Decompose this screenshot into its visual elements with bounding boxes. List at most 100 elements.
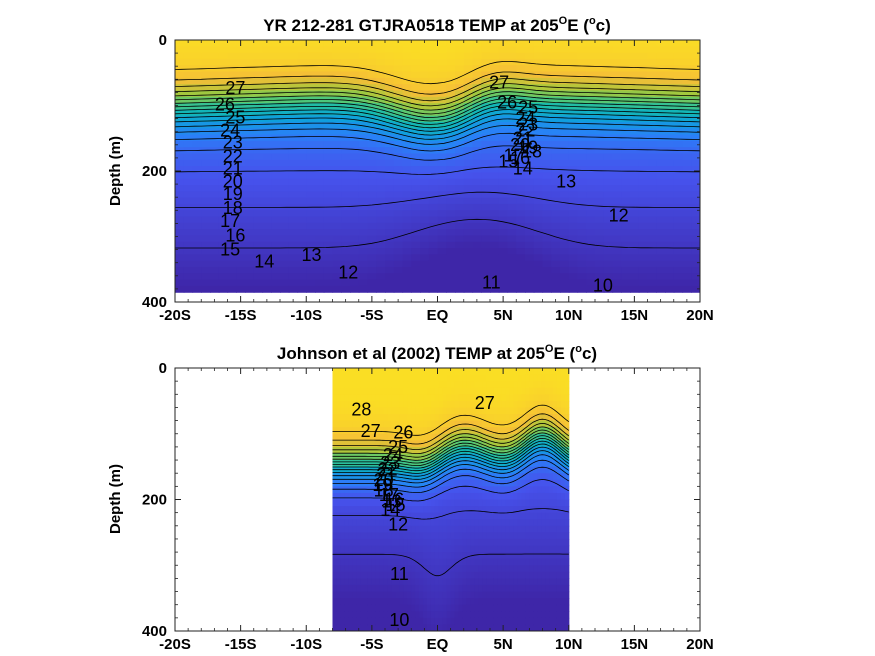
- field-cell: [442, 604, 448, 612]
- field-cell: [630, 166, 640, 173]
- field-cell: [430, 414, 436, 422]
- field-cell: [344, 506, 349, 514]
- field-cell: [306, 285, 316, 293]
- field-cell: [466, 499, 471, 507]
- field-cell: [434, 387, 440, 395]
- field-cell: [350, 273, 360, 281]
- field-cell: [545, 512, 550, 520]
- field-cell: [497, 512, 503, 520]
- field-cell: [352, 624, 357, 631]
- field-cell: [556, 604, 562, 612]
- field-cell: [352, 387, 357, 395]
- field-cell: [297, 128, 307, 136]
- field-cell: [428, 109, 439, 117]
- field-cell: [423, 598, 428, 606]
- field-cell: [383, 611, 389, 619]
- field-cell: [542, 134, 552, 142]
- field-cell: [375, 624, 381, 631]
- field-cell: [525, 571, 530, 579]
- field-cell: [446, 222, 456, 230]
- field-cell: [210, 128, 220, 136]
- field-cell: [647, 260, 657, 268]
- field-cell: [529, 499, 534, 507]
- field-cell: [525, 624, 530, 631]
- field-cell: [446, 210, 456, 218]
- field-cell: [691, 172, 700, 180]
- field-cell: [344, 571, 349, 579]
- field-cell: [560, 96, 570, 104]
- field-cell: [517, 611, 523, 619]
- field-cell: [490, 538, 495, 547]
- field-cell: [621, 96, 631, 104]
- field-cell: [236, 71, 246, 79]
- field-cell: [323, 40, 334, 47]
- field-cell: [553, 519, 558, 527]
- field-cell: [420, 254, 430, 262]
- field-cell: [383, 499, 389, 507]
- field-cell: [516, 128, 526, 136]
- field-cell: [427, 479, 432, 487]
- field-cell: [553, 492, 558, 501]
- field-cell: [533, 52, 544, 60]
- field-cell: [391, 400, 397, 409]
- field-cell: [350, 46, 360, 54]
- field-cell: [434, 538, 440, 547]
- field-cell: [630, 153, 640, 161]
- field-cell: [253, 128, 264, 136]
- field-cell: [375, 387, 381, 395]
- field-cell: [564, 532, 570, 540]
- field-cell: [533, 115, 544, 123]
- field-cell: [556, 512, 562, 520]
- field-cell: [438, 538, 444, 547]
- field-cell: [306, 191, 316, 199]
- field-cell: [529, 394, 534, 402]
- field-cell: [507, 65, 517, 73]
- field-cell: [175, 248, 185, 255]
- field-cell: [367, 453, 373, 461]
- field-cell: [516, 216, 526, 224]
- field-cell: [517, 473, 523, 481]
- field-cell: [360, 440, 365, 448]
- field-cell: [393, 229, 404, 237]
- field-cell: [428, 115, 439, 123]
- field-cell: [210, 46, 220, 54]
- field-cell: [513, 466, 519, 474]
- field-cell: [379, 394, 385, 402]
- field-cell: [411, 147, 421, 155]
- field-cell: [336, 578, 341, 586]
- field-cell: [288, 46, 299, 54]
- field-cell: [387, 617, 393, 626]
- field-cell: [560, 159, 570, 167]
- field-cell: [463, 222, 474, 230]
- field-cell: [568, 147, 579, 155]
- field-cell: [490, 285, 500, 293]
- field-cell: [438, 407, 444, 415]
- field-cell: [682, 166, 692, 173]
- field-cell: [577, 235, 587, 243]
- field-cell: [442, 591, 448, 599]
- field-cell: [227, 260, 237, 268]
- field-cell: [385, 109, 395, 117]
- field-cell: [603, 109, 614, 117]
- field-cell: [564, 584, 570, 593]
- field-cell: [352, 453, 357, 461]
- field-cell: [245, 266, 255, 274]
- field-cell: [612, 159, 622, 167]
- field-cell: [192, 90, 202, 98]
- field-cell: [577, 115, 587, 123]
- field-cell: [560, 532, 566, 540]
- field-cell: [367, 222, 377, 230]
- contour-label: 17: [504, 145, 524, 165]
- field-cell: [367, 210, 377, 218]
- field-cell: [218, 235, 229, 243]
- field-cell: [367, 273, 377, 281]
- field-cell: [551, 153, 561, 161]
- field-cell: [493, 624, 499, 631]
- field-cell: [262, 285, 272, 293]
- field-cell: [490, 604, 495, 612]
- field-cell: [350, 58, 360, 66]
- field-cell: [509, 407, 515, 415]
- field-cell: [245, 273, 255, 281]
- field-cell: [332, 172, 342, 180]
- field-cell: [415, 394, 420, 402]
